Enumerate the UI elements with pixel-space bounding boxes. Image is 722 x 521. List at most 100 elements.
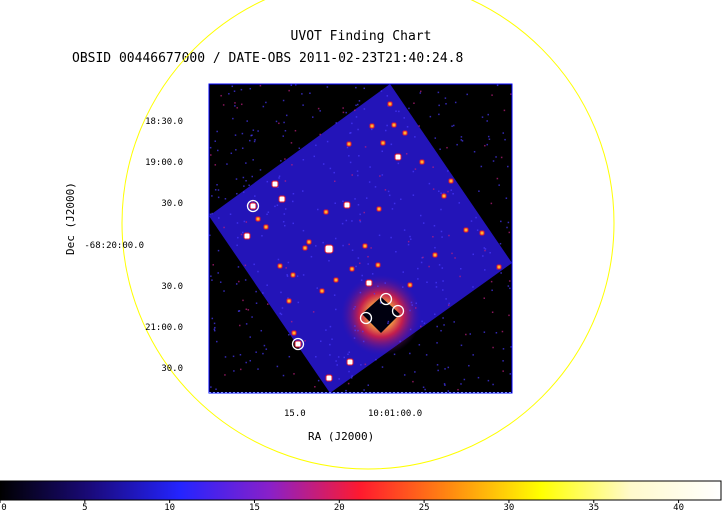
noise-pixel: [456, 143, 458, 146]
noise-pixel: [423, 322, 426, 325]
source-marker: [379, 292, 393, 306]
y-tick-label: 30.0: [161, 282, 183, 292]
noise-pixel: [448, 234, 450, 237]
noise-pixel: [387, 322, 389, 325]
noise-pixel: [338, 378, 340, 380]
noise-pixel: [490, 202, 493, 205]
noise-pixel: [361, 274, 363, 277]
noise-pixel: [397, 162, 400, 165]
noise-pixel: [217, 272, 219, 274]
noise-pixel: [351, 249, 354, 251]
star-point: [324, 244, 334, 254]
noise-pixel: [354, 306, 356, 308]
noise-pixel: [222, 104, 225, 106]
noise-pixel: [244, 264, 247, 267]
noise-pixel: [322, 163, 325, 165]
noise-pixel: [385, 129, 387, 132]
noise-pixel: [451, 252, 453, 255]
noise-pixel: [290, 320, 293, 323]
noise-pixel: [453, 321, 455, 323]
noise-pixel: [233, 370, 235, 372]
noise-pixel: [440, 329, 442, 332]
noise-pixel: [447, 366, 450, 369]
noise-pixel: [322, 241, 324, 244]
noise-pixel: [317, 379, 320, 382]
colorbar-tick-label: 25: [418, 503, 430, 513]
star-point: [463, 227, 469, 233]
noise-pixel: [492, 346, 494, 349]
noise-pixel: [371, 273, 374, 275]
noise-pixel: [391, 208, 394, 210]
noise-pixel: [414, 136, 416, 138]
noise-pixel: [448, 302, 450, 305]
noise-pixel: [214, 164, 217, 166]
field-of-view-circle: [121, 0, 615, 470]
noise-pixel: [414, 307, 417, 309]
noise-pixel: [315, 356, 317, 358]
noise-pixel: [419, 90, 422, 93]
noise-pixel: [457, 388, 459, 391]
noise-pixel: [447, 190, 449, 193]
noise-pixel: [342, 200, 344, 203]
noise-pixel: [465, 333, 467, 336]
star-point: [290, 272, 296, 278]
star-point: [306, 239, 312, 245]
noise-pixel: [209, 234, 211, 237]
noise-pixel: [499, 242, 502, 245]
noise-pixel: [315, 144, 317, 147]
noise-pixel: [351, 122, 353, 125]
noise-pixel: [335, 360, 337, 362]
colorbar-tick-label: 0: [1, 503, 7, 513]
noise-pixel: [336, 364, 338, 366]
noise-pixel: [267, 303, 269, 305]
star-point: [394, 153, 402, 161]
noise-pixel: [432, 236, 434, 238]
noise-pixel: [216, 130, 218, 133]
noise-pixel: [334, 180, 336, 183]
source-marker: [246, 199, 260, 213]
noise-pixel: [395, 110, 397, 112]
noise-pixel: [450, 189, 452, 191]
noise-pixel: [262, 292, 264, 294]
noise-pixel: [386, 124, 388, 127]
colorbar-tick-label: 30: [503, 503, 515, 513]
noise-pixel: [251, 200, 254, 203]
noise-pixel: [342, 107, 344, 109]
noise-pixel: [276, 204, 279, 207]
noise-pixel: [248, 184, 250, 187]
noise-pixel: [359, 291, 362, 294]
noise-pixel: [240, 233, 243, 236]
noise-pixel: [447, 304, 450, 306]
noise-pixel: [357, 204, 360, 206]
star-point: [286, 298, 292, 304]
noise-pixel: [240, 103, 243, 106]
noise-pixel: [411, 304, 413, 306]
noise-pixel: [400, 198, 402, 201]
colorbar-ticks: [0, 500, 680, 503]
noise-pixel: [284, 158, 286, 160]
noise-pixel: [265, 348, 268, 350]
noise-pixel: [287, 261, 290, 264]
noise-pixel: [212, 264, 214, 266]
noise-pixel: [239, 353, 242, 356]
noise-pixel: [410, 301, 413, 304]
noise-pixel: [380, 90, 383, 92]
noise-pixel: [359, 220, 362, 223]
noise-pixel: [407, 243, 410, 246]
noise-pixel: [245, 308, 248, 311]
noise-pixel: [508, 314, 510, 317]
star-point: [271, 180, 279, 188]
star-point: [323, 209, 329, 215]
noise-pixel: [351, 220, 353, 222]
noise-pixel: [406, 126, 409, 128]
noise-pixel: [282, 374, 285, 377]
noise-pixel: [243, 185, 245, 187]
noise-pixel: [509, 373, 512, 375]
noise-pixel: [417, 267, 419, 270]
noise-pixel: [453, 124, 455, 127]
noise-pixel: [358, 100, 361, 102]
noise-pixel: [409, 309, 411, 312]
noise-pixel: [242, 191, 245, 193]
noise-pixel: [291, 164, 293, 166]
noise-pixel: [292, 200, 294, 203]
